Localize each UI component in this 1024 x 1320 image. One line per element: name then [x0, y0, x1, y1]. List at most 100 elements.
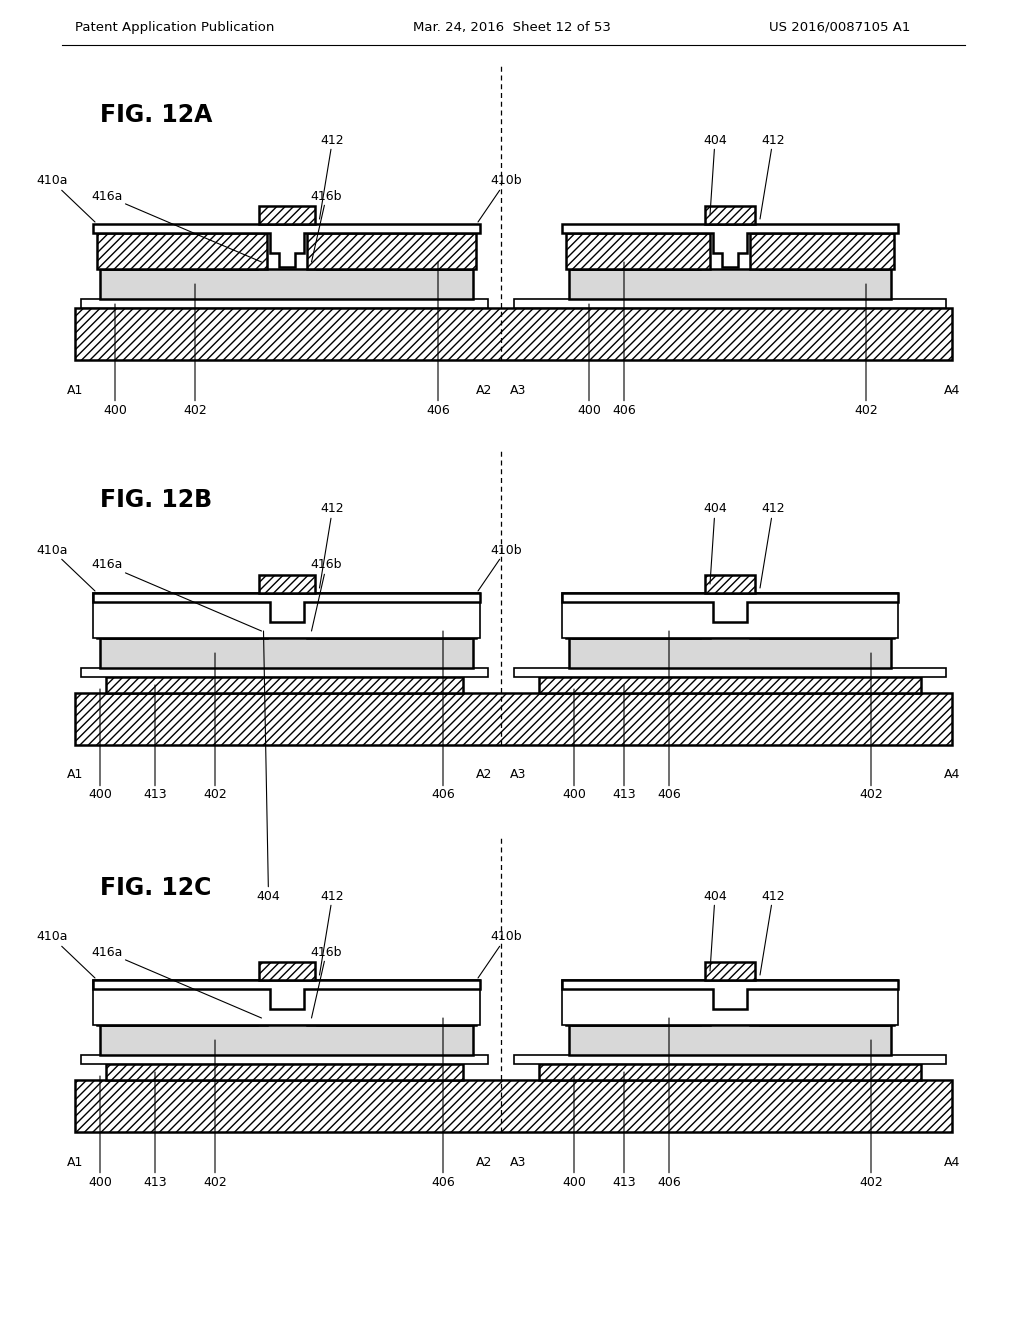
- Text: 410b: 410b: [478, 931, 522, 978]
- Polygon shape: [539, 677, 921, 693]
- Polygon shape: [569, 1026, 891, 1055]
- Text: 412: 412: [319, 890, 344, 975]
- Polygon shape: [316, 255, 469, 269]
- Text: 402: 402: [854, 284, 878, 417]
- Polygon shape: [569, 269, 891, 300]
- Polygon shape: [258, 962, 314, 979]
- Text: 402: 402: [859, 1040, 883, 1188]
- Text: 412: 412: [760, 133, 784, 219]
- Text: 400: 400: [103, 304, 127, 417]
- Polygon shape: [562, 979, 898, 1008]
- Polygon shape: [75, 693, 952, 744]
- Text: 406: 406: [657, 631, 681, 801]
- Text: 412: 412: [319, 503, 344, 587]
- Text: 402: 402: [203, 1040, 227, 1188]
- Text: 400: 400: [562, 689, 586, 801]
- Text: 412: 412: [319, 133, 344, 219]
- Text: 416b: 416b: [310, 945, 342, 1018]
- Polygon shape: [106, 677, 463, 693]
- Polygon shape: [106, 1064, 463, 1080]
- Text: 410a: 410a: [36, 174, 95, 222]
- Text: 416a: 416a: [91, 558, 261, 631]
- Text: 402: 402: [859, 653, 883, 801]
- Polygon shape: [760, 255, 887, 269]
- Polygon shape: [81, 668, 488, 677]
- Polygon shape: [100, 638, 473, 668]
- Polygon shape: [514, 668, 946, 677]
- Polygon shape: [104, 624, 256, 638]
- Polygon shape: [306, 234, 476, 269]
- Text: Mar. 24, 2016  Sheet 12 of 53: Mar. 24, 2016 Sheet 12 of 53: [413, 21, 611, 33]
- Polygon shape: [306, 602, 476, 638]
- Text: 413: 413: [143, 1072, 167, 1188]
- Polygon shape: [566, 989, 710, 1026]
- Polygon shape: [566, 234, 710, 269]
- Text: 400: 400: [562, 1076, 586, 1188]
- Polygon shape: [93, 224, 480, 267]
- Text: US 2016/0087105 A1: US 2016/0087105 A1: [769, 21, 910, 33]
- Polygon shape: [760, 1011, 887, 1026]
- Polygon shape: [562, 979, 898, 1026]
- Text: 410a: 410a: [36, 544, 95, 591]
- Text: 404: 404: [257, 631, 281, 903]
- Text: A2: A2: [475, 1155, 492, 1168]
- Polygon shape: [100, 269, 473, 300]
- Polygon shape: [258, 576, 314, 593]
- Polygon shape: [104, 1011, 256, 1026]
- Polygon shape: [573, 624, 700, 638]
- Text: A3: A3: [510, 384, 526, 396]
- Text: Patent Application Publication: Patent Application Publication: [76, 21, 274, 33]
- Polygon shape: [75, 1080, 952, 1133]
- Polygon shape: [97, 989, 266, 1026]
- Text: 406: 406: [431, 631, 455, 801]
- Text: 416a: 416a: [91, 190, 261, 261]
- Polygon shape: [750, 989, 894, 1026]
- Polygon shape: [514, 1055, 946, 1064]
- Polygon shape: [539, 1064, 921, 1080]
- Text: A2: A2: [475, 384, 492, 396]
- Polygon shape: [97, 234, 266, 269]
- Text: A3: A3: [510, 768, 526, 781]
- Text: 404: 404: [703, 890, 727, 972]
- Text: A4: A4: [944, 1155, 961, 1168]
- Polygon shape: [569, 638, 891, 668]
- Polygon shape: [75, 308, 952, 360]
- Text: 413: 413: [612, 685, 636, 801]
- Text: A2: A2: [475, 768, 492, 781]
- Text: A1: A1: [67, 768, 83, 781]
- Text: 400: 400: [578, 304, 601, 417]
- Polygon shape: [93, 979, 480, 1008]
- Polygon shape: [760, 624, 887, 638]
- Polygon shape: [93, 593, 480, 622]
- Text: 416b: 416b: [310, 558, 342, 631]
- Text: 406: 406: [431, 1018, 455, 1188]
- Polygon shape: [306, 989, 476, 1026]
- Text: 412: 412: [760, 503, 784, 587]
- Polygon shape: [97, 602, 266, 638]
- Text: 410b: 410b: [478, 544, 522, 591]
- Text: 402: 402: [203, 653, 227, 801]
- Text: 406: 406: [612, 261, 636, 417]
- Text: FIG. 12C: FIG. 12C: [100, 876, 211, 900]
- Text: 406: 406: [657, 1018, 681, 1188]
- Text: 402: 402: [183, 284, 207, 417]
- Text: 400: 400: [88, 689, 112, 801]
- Polygon shape: [573, 255, 700, 269]
- Text: A4: A4: [944, 384, 961, 396]
- Text: A1: A1: [67, 384, 83, 396]
- Text: 410a: 410a: [36, 931, 95, 978]
- Text: A1: A1: [67, 1155, 83, 1168]
- Polygon shape: [573, 1011, 700, 1026]
- Polygon shape: [705, 962, 755, 979]
- Text: 416b: 416b: [310, 190, 342, 261]
- Text: 400: 400: [88, 1076, 112, 1188]
- Polygon shape: [750, 234, 894, 269]
- Polygon shape: [514, 300, 946, 308]
- Polygon shape: [258, 206, 314, 224]
- Text: 413: 413: [612, 1072, 636, 1188]
- Text: 404: 404: [703, 133, 727, 215]
- Polygon shape: [562, 224, 898, 267]
- Text: 413: 413: [143, 685, 167, 801]
- Polygon shape: [316, 624, 469, 638]
- Polygon shape: [93, 979, 480, 1026]
